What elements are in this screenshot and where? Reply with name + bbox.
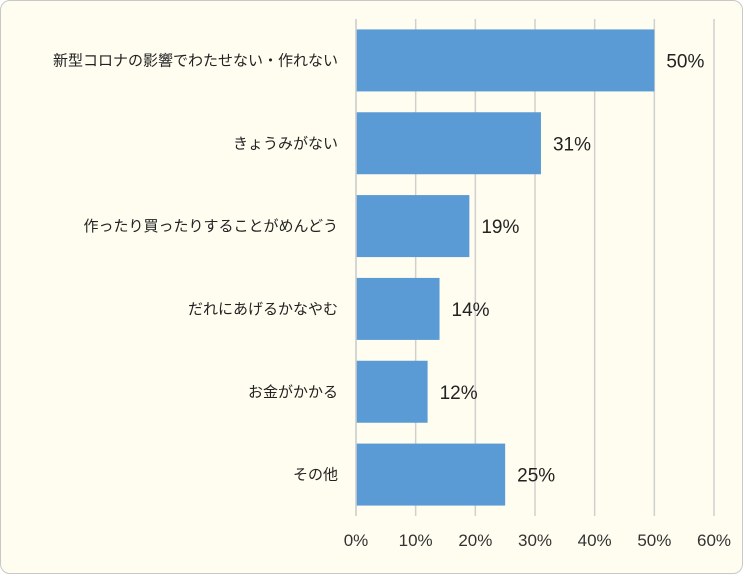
x-tick-label: 20% <box>458 531 492 550</box>
category-label: 作ったり買ったりすることがめんどう <box>83 217 338 235</box>
category-label: きょうみがない <box>233 134 338 152</box>
x-tick-label: 40% <box>578 531 612 550</box>
bar <box>356 195 470 258</box>
data-label: 25% <box>517 466 555 487</box>
category-label: だれにあげるかなやむ <box>188 300 338 318</box>
bar <box>356 112 541 175</box>
bar <box>356 360 428 423</box>
x-tick-label: 30% <box>518 531 552 550</box>
data-label: 50% <box>666 51 704 72</box>
data-label: 31% <box>553 134 591 155</box>
bar <box>356 277 440 340</box>
category-label: その他 <box>293 466 338 484</box>
bar <box>356 443 506 506</box>
data-label: 14% <box>452 300 490 321</box>
x-tick-label: 60% <box>697 531 731 550</box>
category-label: お金がかかる <box>248 383 338 401</box>
x-tick-label: 10% <box>399 531 433 550</box>
category-label: 新型コロナの影響でわたせない・作れない <box>53 51 338 69</box>
x-tick-label: 50% <box>637 531 671 550</box>
x-tick-label: 0% <box>344 531 369 550</box>
data-label: 12% <box>440 383 478 404</box>
bar <box>356 29 655 92</box>
data-label: 19% <box>481 217 519 238</box>
